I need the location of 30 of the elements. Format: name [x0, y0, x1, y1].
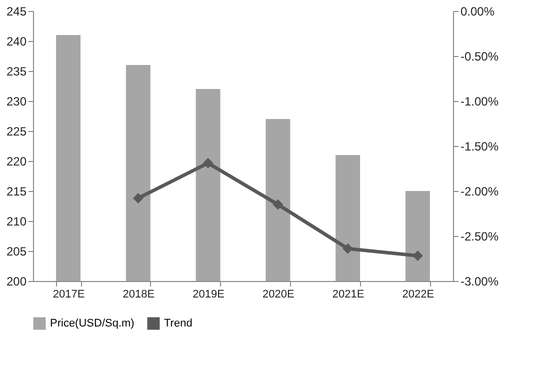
- legend-label: Price(USD/Sq.m): [50, 318, 134, 330]
- x-tick-label: 2019E: [192, 288, 224, 300]
- legend-label: Trend: [164, 318, 192, 330]
- y-tick-label: 225: [6, 124, 27, 138]
- y-tick-label: 205: [6, 244, 27, 258]
- y2-tick-label: -2.00%: [460, 184, 499, 198]
- y2-tick-label: -3.00%: [460, 274, 499, 288]
- x-tick-label: 2020E: [262, 288, 294, 300]
- y2-tick-label: 0.00%: [460, 4, 495, 18]
- y-tick-label: 245: [6, 4, 27, 18]
- point: [132, 192, 144, 204]
- y-tick-label: 200: [6, 274, 27, 288]
- y2-tick-label: -1.00%: [460, 94, 499, 108]
- point: [342, 243, 354, 254]
- point: [202, 158, 214, 168]
- y2-tick-label: -0.50%: [460, 50, 499, 64]
- point: [412, 250, 423, 262]
- y-tick-label: 230: [6, 94, 27, 108]
- point: [272, 199, 284, 210]
- x-tick-label: 2017E: [52, 288, 85, 300]
- x-tick-label: 2018E: [122, 288, 155, 300]
- y-tick-label: 240: [6, 34, 27, 48]
- y2-tick-label: -1.50%: [460, 140, 499, 154]
- y2-tick-label: -2.50%: [460, 230, 499, 244]
- y-tick-label: 220: [6, 154, 27, 168]
- y-tick-label: 215: [6, 184, 27, 198]
- x-tick-label: 2022E: [402, 288, 434, 300]
- y-tick-label: 210: [6, 214, 27, 228]
- x-tick-label: 2021E: [332, 288, 364, 300]
- y-tick-label: 235: [6, 64, 27, 78]
